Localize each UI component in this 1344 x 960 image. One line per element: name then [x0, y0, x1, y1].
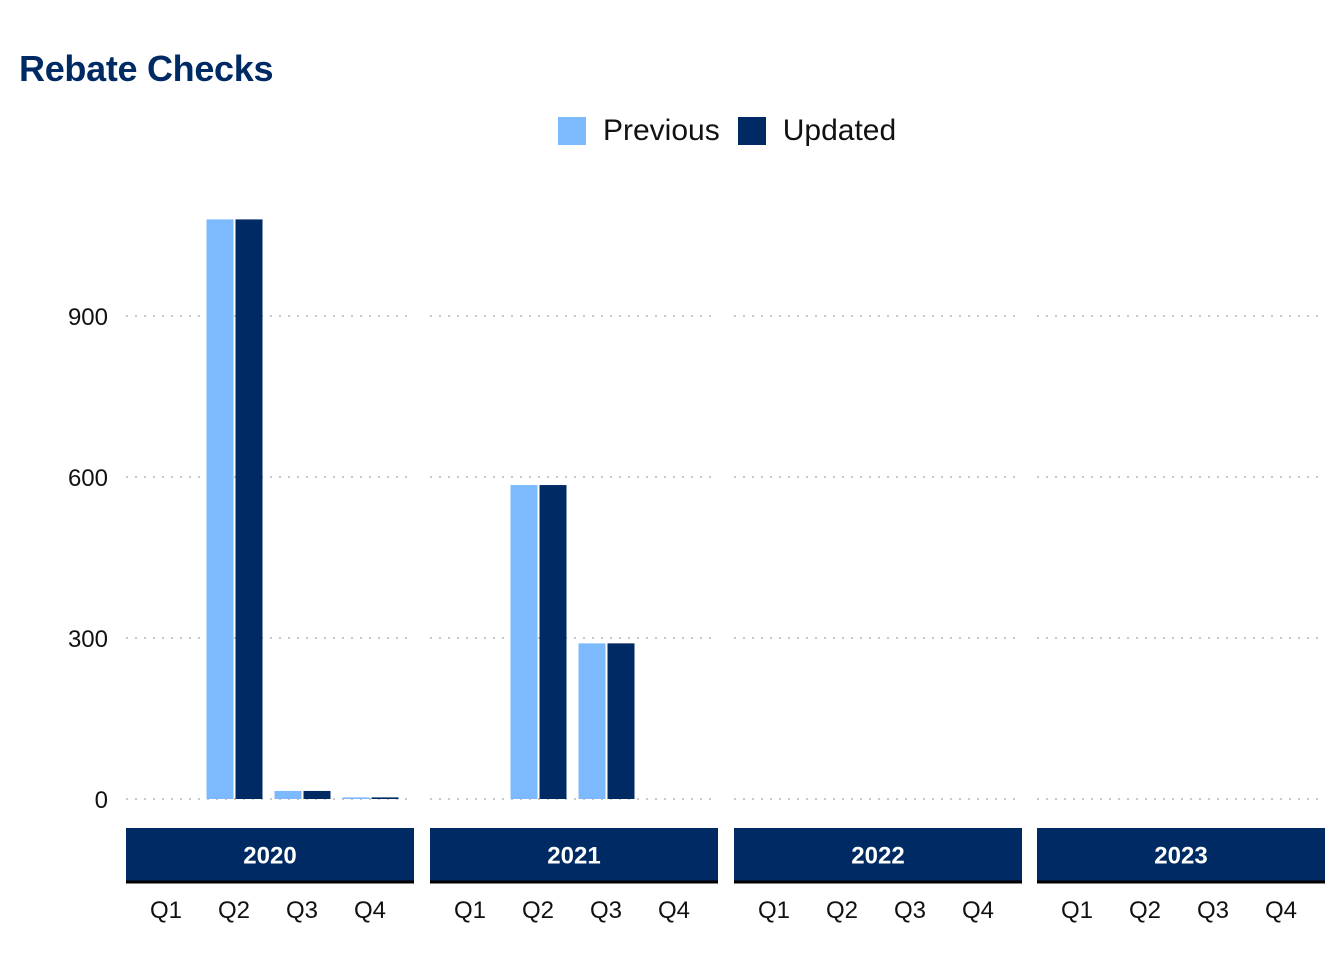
x-tick-label: Q4 [354, 897, 386, 924]
x-tick-label: Q4 [658, 897, 690, 924]
legend: Previous Updated [558, 114, 914, 148]
x-tick-label: Q1 [150, 897, 182, 924]
facet-strip-2022 [734, 828, 1022, 881]
x-tick-label: Q4 [962, 897, 994, 924]
x-tick-label: Q4 [1265, 897, 1297, 924]
bar-previous-2020-q4 [342, 797, 370, 799]
facet-strip-label: 2022 [851, 843, 904, 870]
x-tick-label: Q3 [286, 897, 318, 924]
x-tick-label: Q1 [1061, 897, 1093, 924]
x-tick-label: Q1 [758, 897, 790, 924]
x-tick-label: Q3 [894, 897, 926, 924]
legend-swatch-previous [558, 117, 586, 145]
chart-title: Rebate Checks [19, 48, 274, 89]
bar-previous-2020-q3 [274, 790, 302, 799]
legend-item-previous: Previous [558, 114, 720, 148]
y-tick-label: 600 [68, 465, 108, 492]
facet-strip-label: 2020 [243, 843, 296, 870]
x-tick-label: Q2 [522, 897, 554, 924]
x-tick-label: Q2 [218, 897, 250, 924]
facet-strip-label: 2023 [1154, 843, 1207, 870]
legend-swatch-updated [737, 117, 766, 145]
bar-previous-2021-q2 [510, 485, 538, 799]
bar-updated-2021-q2 [539, 485, 567, 799]
x-tick-label: Q2 [826, 897, 858, 924]
x-tick-label: Q3 [590, 897, 622, 924]
legend-item-updated: Updated [737, 114, 897, 148]
y-tick-label: 0 [95, 787, 108, 814]
facet-strip-2020 [126, 828, 414, 881]
x-tick-label: Q1 [454, 897, 486, 924]
facet-strip-label: 2021 [547, 843, 600, 870]
x-tick-label: Q3 [1197, 897, 1229, 924]
x-tick-label: Q2 [1129, 897, 1161, 924]
facet-strip-2023 [1037, 828, 1325, 881]
y-tick-label: 300 [68, 626, 108, 653]
bar-updated-2021-q3 [607, 643, 635, 799]
bar-previous-2020-q2 [206, 219, 234, 799]
bar-updated-2020-q2 [235, 219, 263, 799]
y-tick-label: 900 [68, 304, 108, 331]
bar-updated-2020-q3 [303, 790, 331, 799]
bar-updated-2020-q4 [371, 797, 399, 799]
facet-strip-2021 [430, 828, 718, 881]
legend-label-updated: Updated [782, 114, 897, 147]
legend-label-previous: Previous [603, 114, 720, 147]
bar-previous-2021-q3 [578, 643, 606, 799]
